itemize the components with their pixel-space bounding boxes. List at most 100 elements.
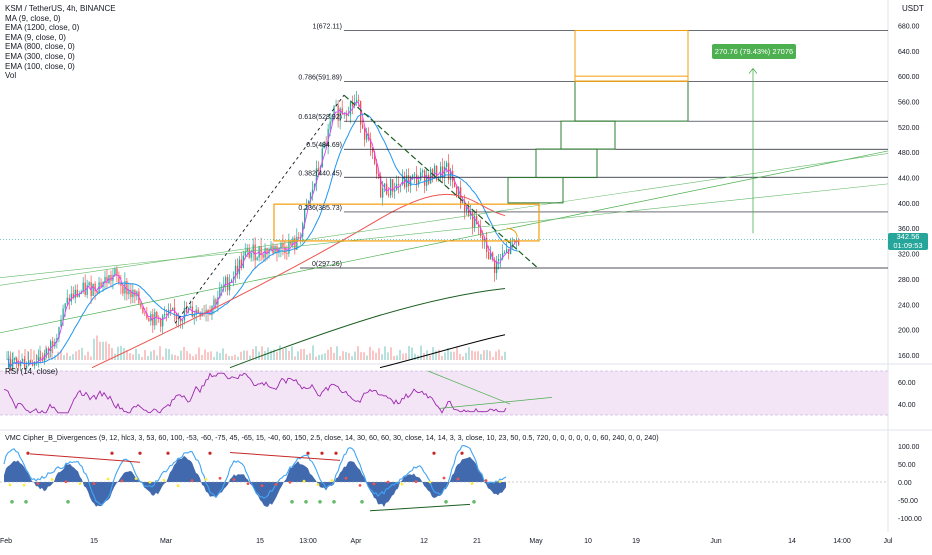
ema-1200-line [379, 334, 506, 369]
candle-body [148, 318, 150, 322]
chart-legend: KSM / TetherUS, 4h, BINANCE MA (9, close… [5, 4, 116, 81]
indicator-ema9[interactable]: EMA (9, close, 0) [5, 32, 66, 42]
candle-body [66, 297, 68, 304]
indicator-ema100[interactable]: EMA (100, close, 0) [5, 61, 75, 71]
candle-body [408, 175, 410, 187]
vmc-buy-dot [10, 500, 14, 504]
fib-level-label: 1(672.11) [313, 23, 342, 30]
volume-bar [18, 349, 20, 360]
volume-bar [213, 356, 215, 360]
volume-bar [135, 348, 137, 360]
candle-body [446, 162, 448, 168]
candle-body [228, 281, 231, 291]
ema-800-line [229, 287, 506, 369]
time-tick-label: 15 [256, 538, 264, 545]
indicator-volume[interactable]: Vol [5, 71, 17, 81]
candle-body [492, 252, 494, 260]
candle-body [370, 139, 372, 148]
candle-body [197, 309, 199, 313]
indicator-ma9[interactable]: MA (9, close, 0) [5, 13, 61, 23]
indicator-ema800[interactable]: EMA (800, close, 0) [5, 42, 75, 52]
rsi-pane-label[interactable]: RSI (14, close) [5, 367, 58, 376]
volume-bar [360, 352, 362, 360]
price-tick-label: 360.00 [898, 226, 920, 233]
candle-body [171, 307, 174, 310]
volume-bar [381, 354, 383, 360]
candle-body [144, 312, 146, 314]
vmc-dot [260, 484, 264, 488]
volume-bar [363, 352, 365, 360]
candle-body [378, 173, 380, 176]
candle-body [388, 194, 390, 196]
candle-body [185, 307, 188, 313]
volume-bar [327, 349, 329, 360]
measure-label[interactable]: 270.76 (79.43%) 27076 [712, 44, 796, 59]
volume-bar [231, 356, 233, 360]
rsi-tick-label: 40.00 [898, 402, 916, 409]
last-price-badge: 342.56 01:09:53 [888, 232, 928, 250]
vmc-dot [204, 478, 208, 481]
time-tick-label: 12 [420, 538, 428, 545]
vmc-dot [288, 480, 292, 484]
volume-bar [468, 347, 470, 360]
volume-bar [471, 350, 473, 360]
rsi-tick-label: 60.00 [898, 380, 916, 387]
volume-bar [357, 346, 359, 360]
candle-body [382, 188, 384, 198]
volume-bar [138, 353, 140, 360]
volume-bar [498, 349, 500, 360]
vmc-sell-dot [432, 451, 436, 455]
candle-body [116, 268, 118, 275]
candle-body [41, 359, 44, 361]
candle-body [60, 319, 62, 328]
volume-bar [180, 350, 182, 360]
vmc-dot [246, 482, 250, 486]
symbol-title[interactable]: KSM / TetherUS, 4h, BINANCE [5, 4, 116, 13]
candle-body [11, 359, 14, 376]
candle-body [106, 276, 108, 284]
candle-body [472, 213, 474, 228]
vmc-sell-dot [166, 451, 170, 455]
price-arc [506, 227, 518, 238]
volume-bar [261, 346, 263, 360]
candle-body [394, 189, 396, 192]
candle-body [418, 180, 420, 185]
candle-body [181, 320, 184, 322]
candle-body [52, 341, 54, 347]
candle-body [362, 124, 364, 129]
volume-bar [84, 355, 86, 360]
price-tick-label: 280.00 [898, 277, 920, 284]
time-tick-label: Jun [710, 538, 721, 545]
candle-body [76, 289, 78, 297]
vmc-dot [456, 477, 460, 481]
time-tick-label: 10 [584, 538, 592, 545]
candle-body [199, 312, 201, 317]
channel-line-3 [0, 183, 889, 278]
ema-300-line [91, 193, 506, 369]
candle-body [128, 290, 130, 295]
indicator-ema1200[interactable]: EMA (1200, close, 0) [5, 23, 80, 33]
volume-bar [300, 349, 302, 360]
candle-body [130, 290, 132, 298]
candle-body [364, 128, 366, 140]
indicator-ema300[interactable]: EMA (300, close, 0) [5, 51, 75, 61]
channel-upper-line [0, 150, 889, 334]
time-tick-label: Feb [0, 538, 12, 545]
volume-bar [24, 349, 26, 360]
vmc-dot [92, 482, 96, 486]
candle-body [420, 172, 422, 181]
vmc-pane-label[interactable]: VMC Cipher_B_Divergences (9, 12, hlc3, 3… [5, 433, 659, 442]
fib-level-label: 0.618(528.92) [298, 114, 342, 121]
candle-body [506, 249, 508, 253]
volume-bar [51, 348, 53, 360]
vmc-dot [218, 476, 222, 480]
volume-bar [378, 348, 380, 360]
candle-body [392, 179, 394, 192]
volume-bar [93, 338, 95, 360]
candle-body [454, 181, 456, 187]
volume-bar [303, 348, 305, 360]
currency-label[interactable]: USDT [902, 4, 924, 13]
volume-bar [105, 341, 107, 360]
